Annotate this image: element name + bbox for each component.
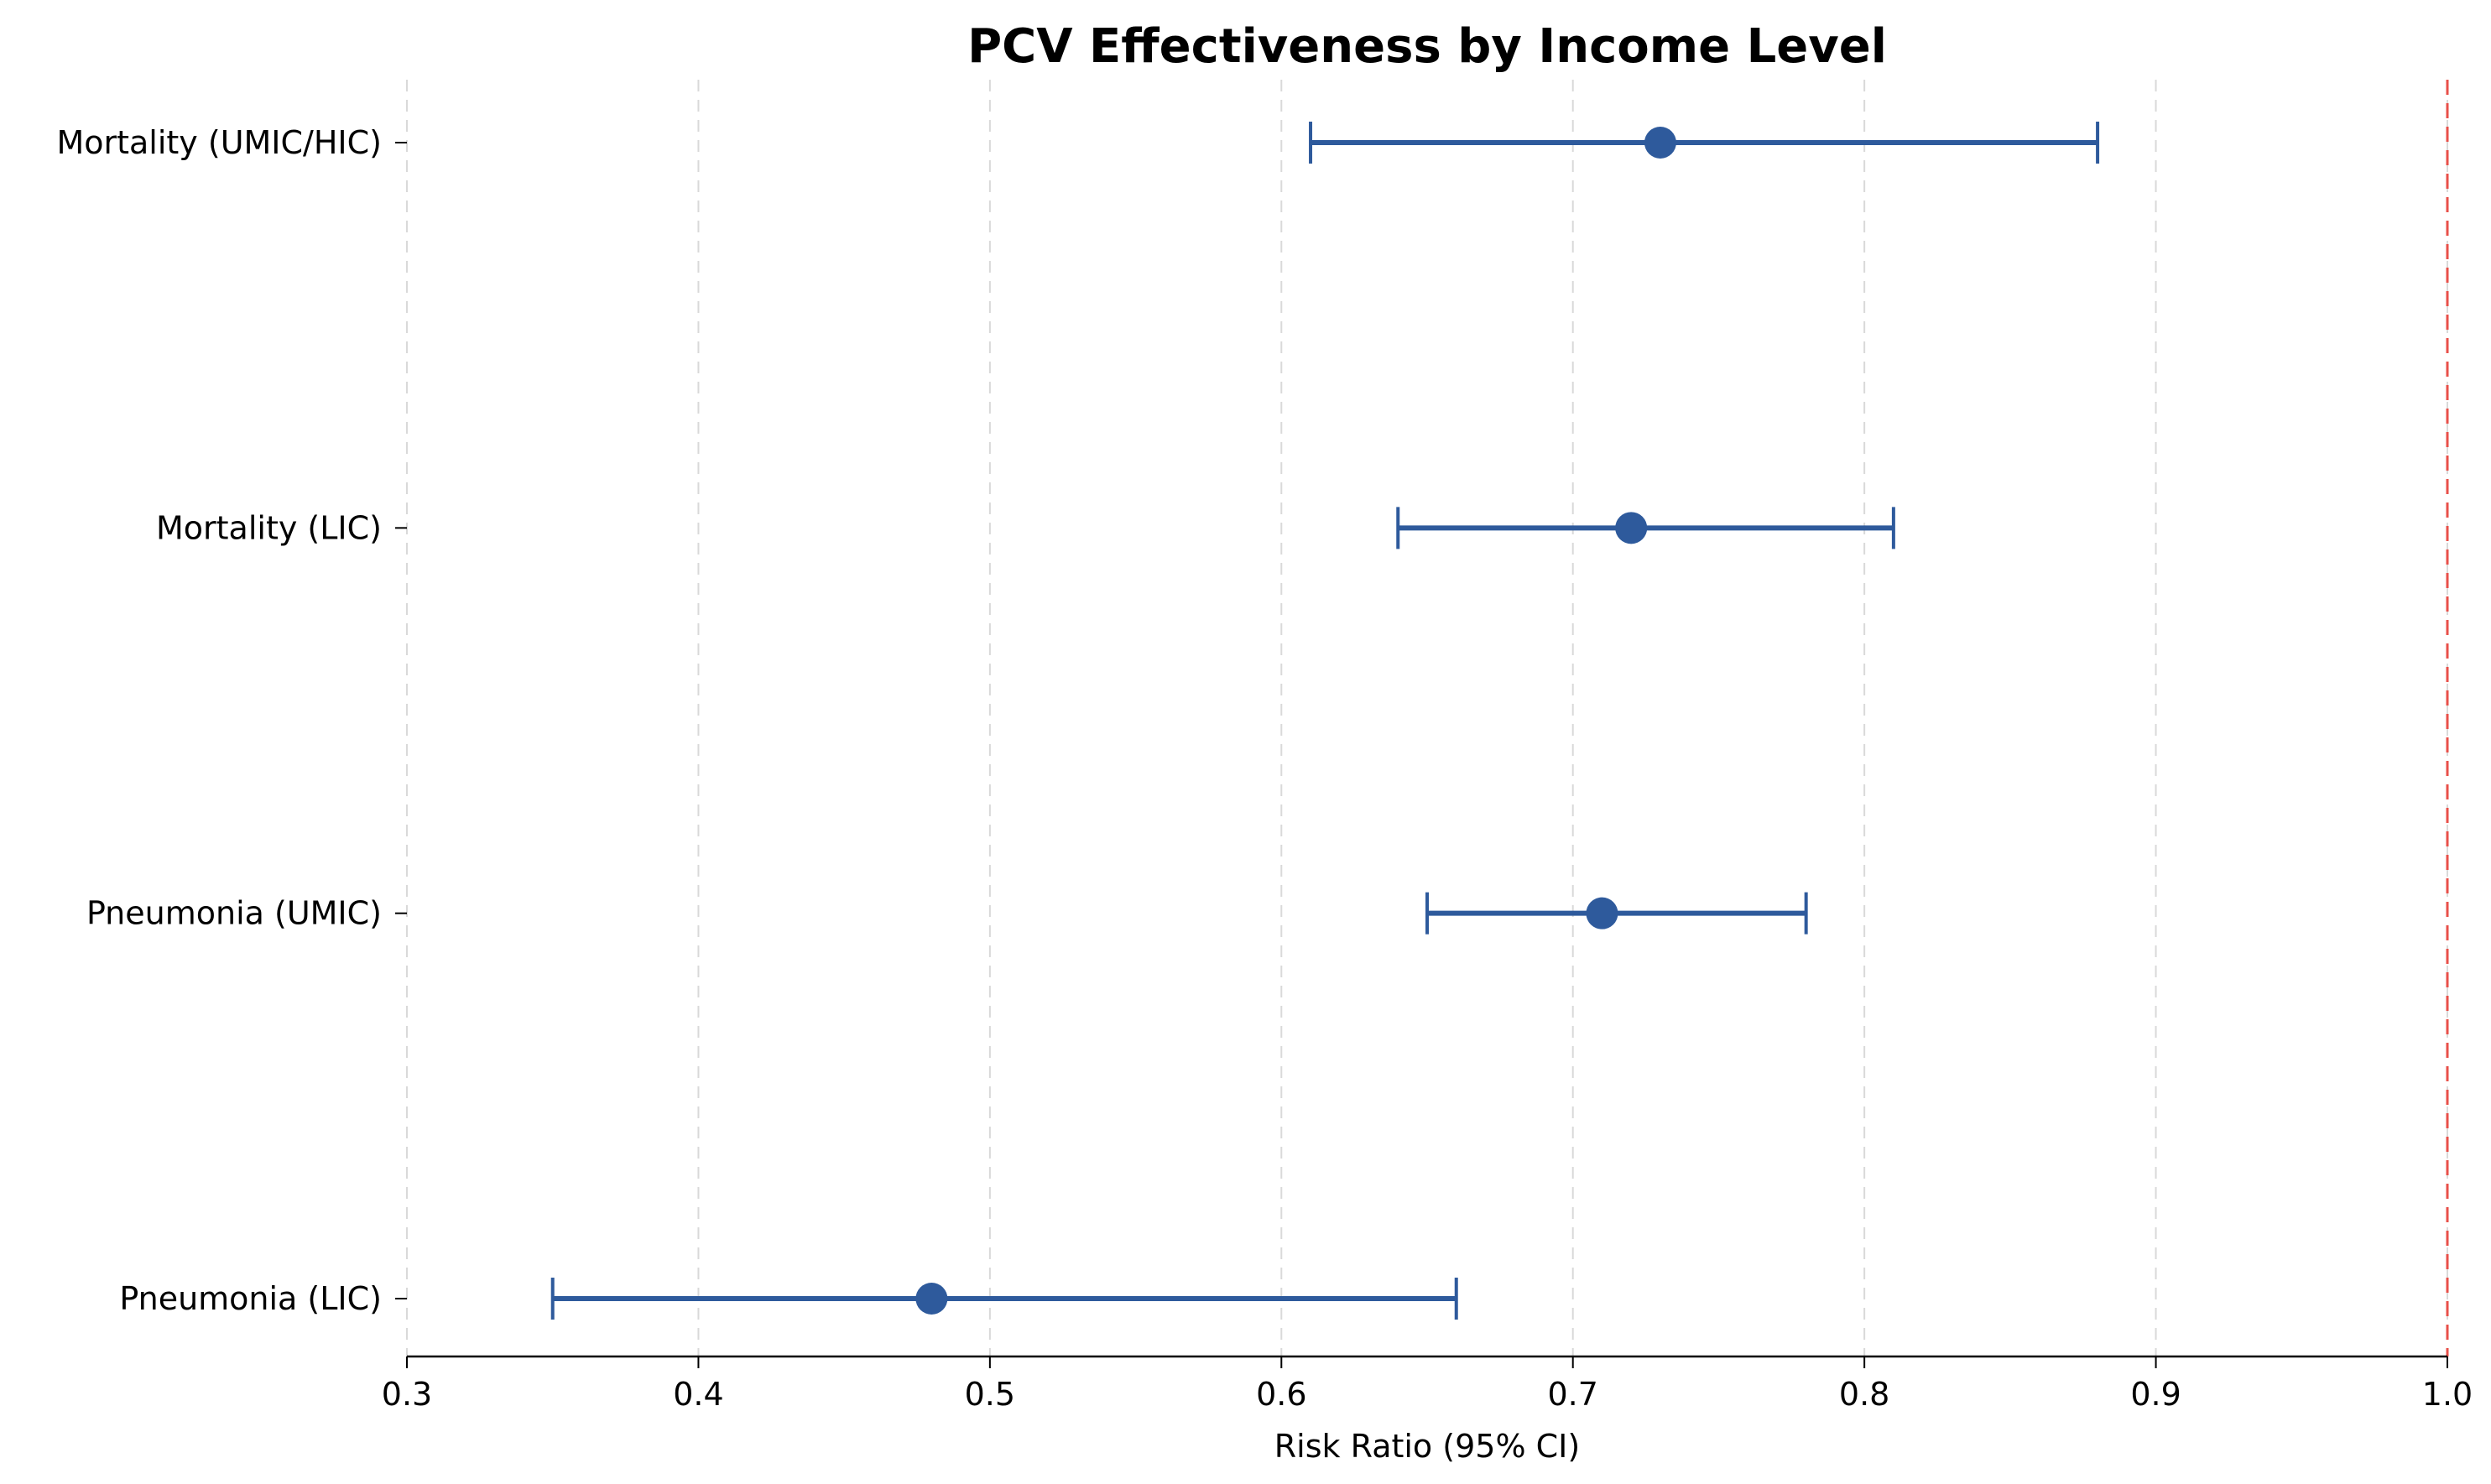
y-axis: Mortality (UMIC/HIC) Mortality (LIC) Pneum… [56,124,407,1317]
y-tick-label: Pneumonia (UMIC) [86,895,382,932]
point-estimate [1586,897,1618,929]
y-tick-label: Mortality (LIC) [156,509,382,546]
x-tick-label: 0.8 [1839,1376,1889,1413]
y-tick-label: Mortality (UMIC/HIC) [56,124,382,161]
point-estimate [1615,512,1648,544]
point-estimate [1644,127,1676,159]
grid-lines [406,80,2448,1356]
x-tick-label: 1.0 [2422,1376,2473,1413]
data-series [550,122,2100,1320]
point-estimate [915,1283,948,1315]
x-tick-label: 0.3 [382,1376,432,1413]
x-tick-label: 0.7 [1547,1376,1597,1413]
x-tick-label: 0.4 [673,1376,723,1413]
y-tick-label: Pneumonia (LIC) [119,1280,382,1317]
x-tick-label: 0.6 [1256,1376,1306,1413]
x-axis-label: Risk Ratio (95% CI) [1274,1428,1580,1465]
x-axis: 0.3 0.4 0.5 0.6 0.7 0.8 0.9 1.0 [382,1355,2473,1413]
x-tick-label: 0.5 [965,1376,1015,1413]
chart-title: PCV Effectiveness by Income Level [967,19,1887,74]
x-tick-label: 0.9 [2130,1376,2181,1413]
